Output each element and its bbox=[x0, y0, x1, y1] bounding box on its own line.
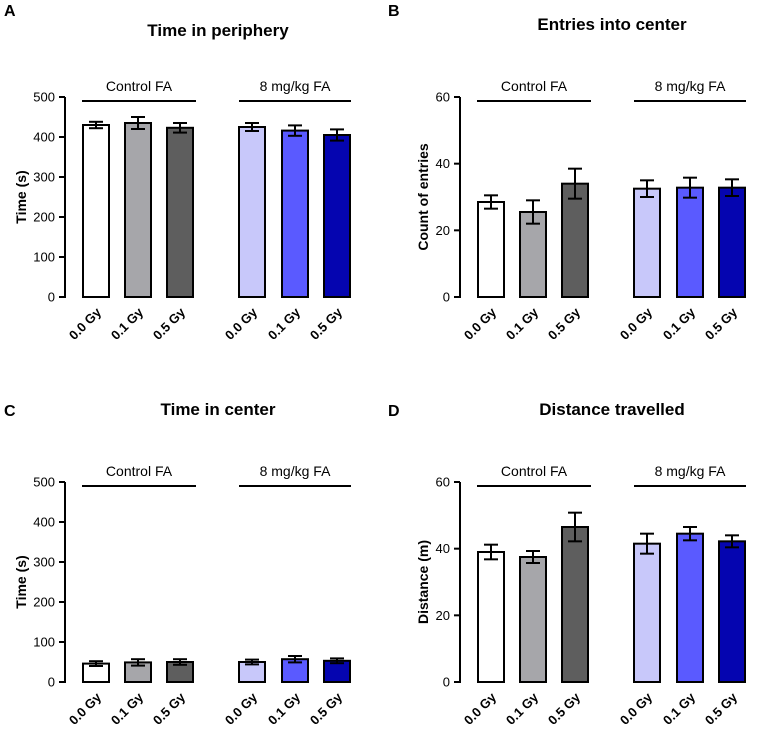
group-label: 8 mg/kg FA bbox=[260, 463, 331, 479]
x-tick-label: 0.0 Gy bbox=[222, 689, 261, 728]
y-tick-label: 500 bbox=[33, 90, 55, 105]
panel-a: A Time in periphery Time (s) 0 100 200 300 400 5… bbox=[4, 3, 351, 343]
group-label: 8 mg/kg FA bbox=[260, 78, 331, 94]
x-tick-label: 0.5 Gy bbox=[307, 304, 346, 343]
y-tick-label: 200 bbox=[33, 210, 55, 225]
bar bbox=[477, 201, 505, 298]
bar bbox=[323, 134, 351, 298]
x-tick-label: 0.5 Gy bbox=[150, 304, 189, 343]
x-tick-label: 0.0 Gy bbox=[222, 304, 261, 343]
y-tick-label: 20 bbox=[436, 608, 450, 623]
y-tick-label: 0 bbox=[443, 290, 450, 305]
y-tick-label: 500 bbox=[33, 475, 55, 490]
chart-title: Time in center bbox=[161, 400, 276, 419]
x-tick-label: 0.5 Gy bbox=[702, 689, 741, 728]
chart-title: Time in periphery bbox=[147, 21, 289, 40]
bar bbox=[633, 542, 661, 684]
x-tick-label: 0.0 Gy bbox=[461, 304, 500, 343]
panel-letter: B bbox=[388, 3, 400, 20]
chart-title: Distance travelled bbox=[539, 400, 685, 419]
panel-letter: D bbox=[388, 403, 400, 420]
y-axis-label: Time (s) bbox=[13, 555, 29, 608]
group-label: Control FA bbox=[501, 78, 568, 94]
group-label: 8 mg/kg FA bbox=[655, 463, 726, 479]
panel-d: D Distance travelled Distance (m) 0 20 40 60 Co… bbox=[388, 400, 746, 728]
y-tick-label: 300 bbox=[33, 555, 55, 570]
x-tick-label: 0.5 Gy bbox=[307, 689, 346, 728]
panel-letter: C bbox=[4, 403, 16, 420]
bar bbox=[718, 186, 746, 299]
bar bbox=[519, 211, 547, 298]
y-tick-label: 0 bbox=[443, 675, 450, 690]
x-tick-label: 0.0 Gy bbox=[66, 304, 105, 343]
bar bbox=[238, 126, 266, 298]
y-axis-label: Count of entries bbox=[415, 143, 431, 251]
bar bbox=[676, 186, 704, 299]
x-tick-label: 0.0 Gy bbox=[617, 304, 656, 343]
y-tick-label: 100 bbox=[33, 250, 55, 265]
chart-title: Entries into center bbox=[537, 15, 687, 34]
x-tick-label: 0.0 Gy bbox=[66, 689, 105, 728]
y-tick-label: 100 bbox=[33, 635, 55, 650]
y-tick-label: 200 bbox=[33, 595, 55, 610]
bar bbox=[281, 129, 309, 298]
bar bbox=[477, 551, 505, 683]
y-tick-label: 60 bbox=[436, 90, 450, 105]
x-tick-label: 0.1 Gy bbox=[265, 304, 304, 343]
bar bbox=[676, 532, 704, 684]
group-label: 8 mg/kg FA bbox=[655, 78, 726, 94]
x-tick-label: 0.5 Gy bbox=[702, 304, 741, 343]
x-tick-label: 0.1 Gy bbox=[108, 689, 147, 728]
x-tick-label: 0.1 Gy bbox=[660, 689, 699, 728]
x-tick-label: 0.0 Gy bbox=[617, 689, 656, 728]
y-axis-label: Time (s) bbox=[13, 170, 29, 223]
panel-b: B Entries into center Count of entries 0 20 4… bbox=[388, 3, 746, 343]
group-label: Control FA bbox=[106, 78, 173, 94]
bar bbox=[166, 126, 194, 298]
y-tick-label: 40 bbox=[436, 156, 450, 171]
x-tick-label: 0.1 Gy bbox=[660, 304, 699, 343]
y-tick-label: 400 bbox=[33, 130, 55, 145]
x-tick-label: 0.5 Gy bbox=[545, 304, 584, 343]
y-tick-label: 0 bbox=[48, 290, 55, 305]
x-tick-label: 0.0 Gy bbox=[461, 689, 500, 728]
y-axis-label: Distance (m) bbox=[415, 540, 431, 624]
bar bbox=[633, 187, 661, 299]
panel-c: C Time in center Time (s) 0 100 200 300 400 500 C… bbox=[4, 400, 351, 728]
bar bbox=[561, 182, 589, 299]
y-tick-label: 0 bbox=[48, 675, 55, 690]
bar bbox=[82, 124, 110, 298]
x-tick-label: 0.5 Gy bbox=[545, 689, 584, 728]
bar bbox=[124, 122, 152, 298]
group-label: Control FA bbox=[106, 463, 173, 479]
y-tick-label: 20 bbox=[436, 223, 450, 238]
y-tick-label: 40 bbox=[436, 541, 450, 556]
bar bbox=[561, 526, 589, 683]
bar bbox=[718, 540, 746, 683]
group-label: Control FA bbox=[501, 463, 568, 479]
panel-letter: A bbox=[4, 3, 16, 20]
x-tick-label: 0.1 Gy bbox=[503, 689, 542, 728]
x-tick-label: 0.1 Gy bbox=[265, 689, 304, 728]
x-tick-label: 0.1 Gy bbox=[503, 304, 542, 343]
y-tick-label: 400 bbox=[33, 515, 55, 530]
y-tick-label: 60 bbox=[436, 475, 450, 490]
y-tick-label: 300 bbox=[33, 170, 55, 185]
x-tick-label: 0.5 Gy bbox=[150, 689, 189, 728]
bar bbox=[519, 556, 547, 683]
x-tick-label: 0.1 Gy bbox=[108, 304, 147, 343]
